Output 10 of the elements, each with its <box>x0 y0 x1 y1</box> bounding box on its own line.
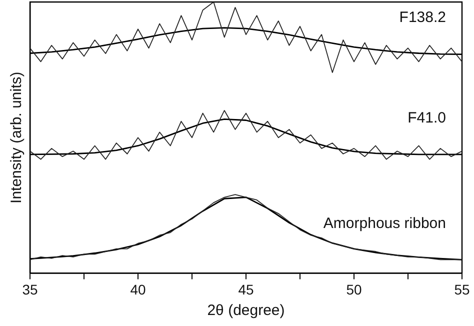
series-label: F138.2 <box>399 9 446 26</box>
x-tick-label: 40 <box>130 281 146 298</box>
x-tick-label: 35 <box>22 281 38 298</box>
x-tick-label: 55 <box>454 281 470 298</box>
x-tick-label: 45 <box>238 281 254 298</box>
series-label: Amorphous ribbon <box>323 215 446 232</box>
x-axis-title: 2θ (degree) <box>207 302 285 320</box>
x-tick-label: 50 <box>346 281 362 298</box>
series-label: F41.0 <box>408 109 446 126</box>
y-axis-title: Intensity (arb. units) <box>8 72 26 204</box>
